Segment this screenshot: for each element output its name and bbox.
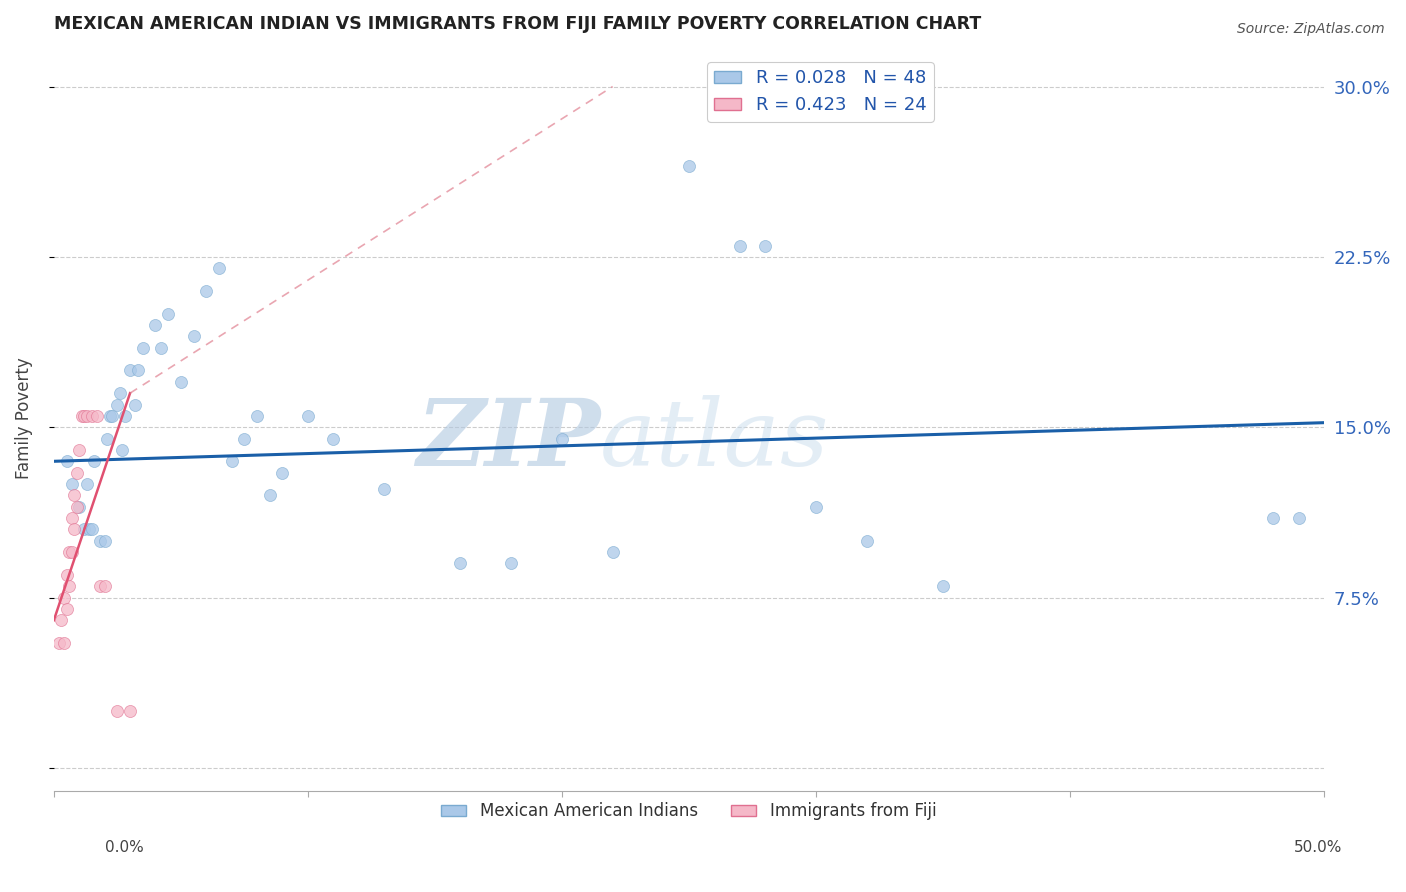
Point — [149, 341, 172, 355]
Point — [58, 579, 80, 593]
Point — [63, 488, 86, 502]
Point — [48, 636, 70, 650]
Point — [55, 567, 77, 582]
Point — [66, 500, 89, 514]
Point — [259, 488, 281, 502]
Point — [804, 500, 827, 514]
Point — [602, 545, 624, 559]
Point — [73, 523, 96, 537]
Point — [1288, 511, 1310, 525]
Point — [297, 409, 319, 423]
Point — [322, 432, 344, 446]
Point — [127, 363, 149, 377]
Y-axis label: Family Poverty: Family Poverty — [15, 358, 32, 479]
Legend: Mexican American Indians, Immigrants from Fiji: Mexican American Indians, Immigrants fro… — [434, 796, 943, 827]
Point — [93, 579, 115, 593]
Point — [118, 363, 141, 377]
Point — [98, 409, 121, 423]
Point — [60, 511, 83, 525]
Point — [449, 557, 471, 571]
Point — [183, 329, 205, 343]
Point — [60, 545, 83, 559]
Point — [855, 533, 877, 548]
Point — [60, 477, 83, 491]
Point — [67, 500, 90, 514]
Point — [221, 454, 243, 468]
Point — [208, 261, 231, 276]
Point — [728, 238, 751, 252]
Point — [195, 284, 218, 298]
Point — [105, 704, 128, 718]
Point — [70, 409, 93, 423]
Point — [145, 318, 167, 332]
Point — [89, 579, 111, 593]
Point — [118, 704, 141, 718]
Text: 0.0%: 0.0% — [105, 840, 145, 855]
Point — [124, 397, 146, 411]
Point — [55, 454, 77, 468]
Point — [79, 523, 101, 537]
Point — [754, 238, 776, 252]
Text: ZIP: ZIP — [416, 395, 600, 485]
Point — [76, 409, 98, 423]
Point — [80, 409, 103, 423]
Point — [111, 442, 134, 457]
Point — [51, 613, 73, 627]
Point — [132, 341, 155, 355]
Point — [1261, 511, 1284, 525]
Point — [53, 636, 76, 650]
Point — [67, 442, 90, 457]
Point — [108, 386, 131, 401]
Point — [551, 432, 574, 446]
Point — [373, 482, 395, 496]
Point — [89, 533, 111, 548]
Point — [80, 523, 103, 537]
Text: 50.0%: 50.0% — [1295, 840, 1343, 855]
Point — [246, 409, 269, 423]
Point — [53, 591, 76, 605]
Point — [157, 307, 180, 321]
Point — [499, 557, 522, 571]
Text: atlas: atlas — [600, 395, 830, 485]
Point — [101, 409, 124, 423]
Point — [271, 466, 294, 480]
Point — [170, 375, 193, 389]
Point — [114, 409, 136, 423]
Point — [105, 397, 128, 411]
Point — [66, 466, 89, 480]
Point — [58, 545, 80, 559]
Point — [73, 409, 96, 423]
Point — [93, 533, 115, 548]
Point — [63, 523, 86, 537]
Text: Source: ZipAtlas.com: Source: ZipAtlas.com — [1237, 22, 1385, 37]
Point — [86, 409, 108, 423]
Text: MEXICAN AMERICAN INDIAN VS IMMIGRANTS FROM FIJI FAMILY POVERTY CORRELATION CHART: MEXICAN AMERICAN INDIAN VS IMMIGRANTS FR… — [53, 15, 981, 33]
Point — [83, 454, 105, 468]
Point — [233, 432, 256, 446]
Point — [678, 159, 700, 173]
Point — [76, 477, 98, 491]
Point — [96, 432, 118, 446]
Point — [932, 579, 955, 593]
Point — [55, 602, 77, 616]
